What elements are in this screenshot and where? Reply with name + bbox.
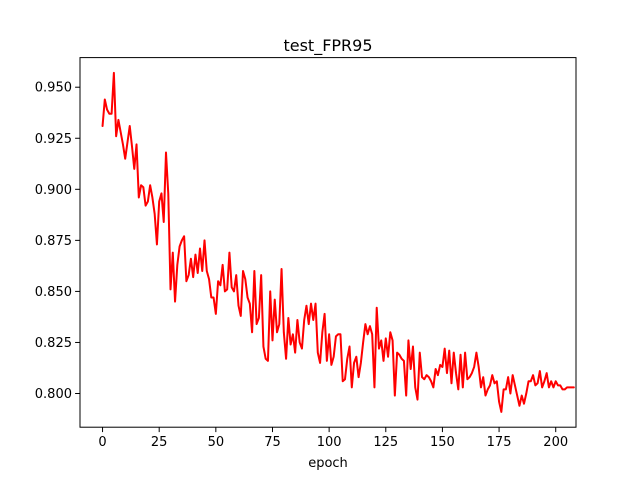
x-axis-ticks: 0 25 50 75 100 125 150 175 200 bbox=[98, 427, 568, 450]
x-tick-label: 25 bbox=[151, 435, 168, 450]
chart-title: test_FPR95 bbox=[283, 36, 372, 56]
y-tick-label: 0.850 bbox=[35, 285, 72, 300]
plot-area: 0 25 50 75 100 125 150 175 200 0.8000.8250.8500.… bbox=[35, 57, 577, 450]
x-tick-label: 0 bbox=[98, 435, 106, 450]
series-line bbox=[101, 71, 575, 413]
plot-frame bbox=[79, 57, 577, 428]
x-tick-label: 150 bbox=[430, 435, 455, 450]
y-tick-label: 0.950 bbox=[35, 81, 72, 96]
x-tick-label: 175 bbox=[487, 435, 512, 450]
y-tick-label: 0.800 bbox=[35, 387, 72, 402]
x-tick-label: 125 bbox=[373, 435, 398, 450]
y-tick-label: 0.925 bbox=[35, 132, 72, 147]
x-tick-label: 75 bbox=[264, 435, 281, 450]
x-tick-label: 100 bbox=[317, 435, 342, 450]
x-tick-label: 50 bbox=[208, 435, 225, 450]
x-tick-label: 200 bbox=[543, 435, 568, 450]
y-tick-label: 0.875 bbox=[35, 234, 72, 249]
y-axis-ticks: 0.800 0.825 0.850 0.875 0.900 0.925 0.950 bbox=[35, 81, 80, 402]
x-axis-label: epoch bbox=[308, 456, 348, 471]
y-tick-label: 0.900 bbox=[35, 183, 72, 198]
y-tick-label: 0.825 bbox=[35, 336, 72, 351]
